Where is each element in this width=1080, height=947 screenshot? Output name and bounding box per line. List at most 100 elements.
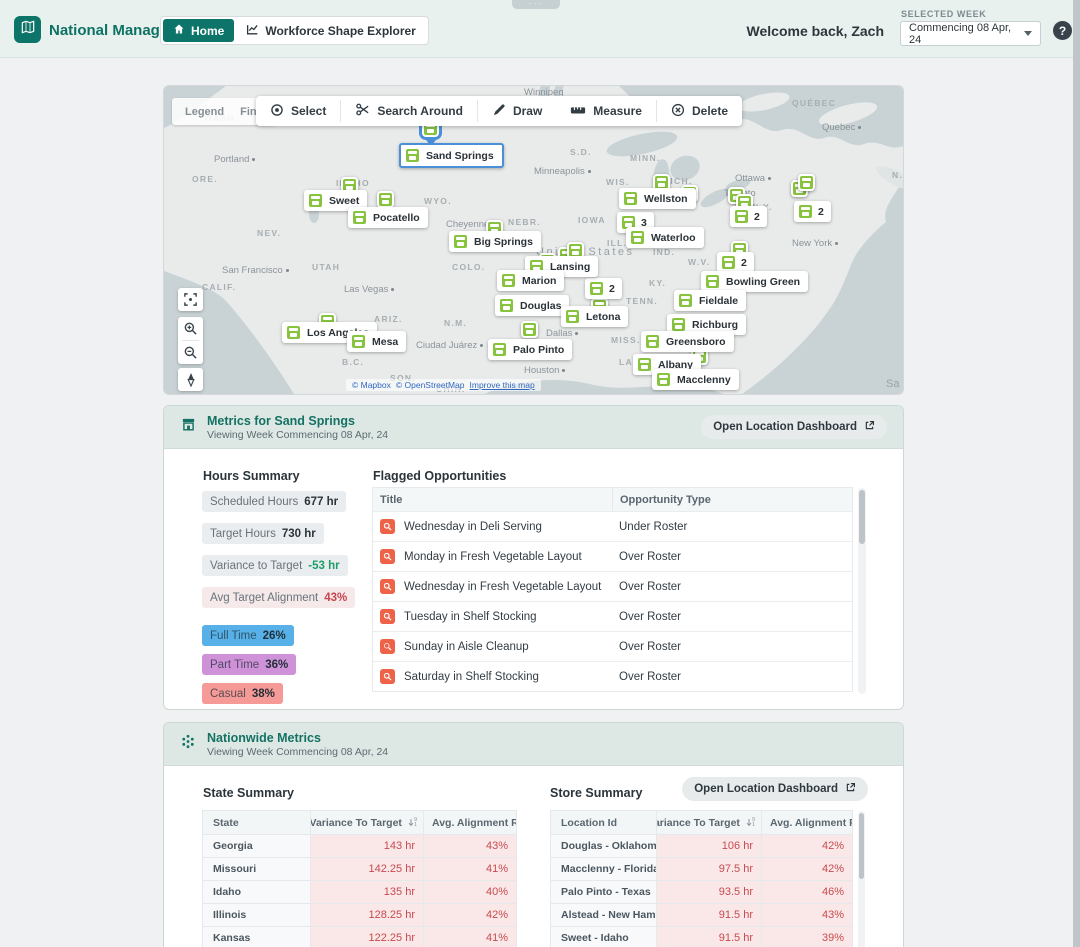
map-place-label: IND. xyxy=(653,247,676,257)
flagged-row[interactable]: Sunday in Aisle Cleanup Over Roster xyxy=(373,631,852,661)
variance-value: 122.25 hr xyxy=(310,927,423,947)
tab-workforce-shape-explorer[interactable]: Workforce Shape Explorer xyxy=(236,19,426,42)
stat-value: 730 hr xyxy=(281,527,316,540)
zoom-out-button[interactable] xyxy=(178,341,203,364)
zoom-controls xyxy=(178,317,203,364)
map-place-label: NEV. xyxy=(257,228,282,238)
select-tool-button[interactable]: Select xyxy=(256,96,340,126)
store-row[interactable]: Macclenny - Florida 97.5 hr 42% xyxy=(551,857,852,880)
open-location-dashboard-label: Open Location Dashboard xyxy=(713,421,857,433)
state-row[interactable]: Missouri 142.25 hr 41% xyxy=(203,857,516,880)
store-cluster[interactable]: 2 xyxy=(585,278,622,299)
location-metrics-header: Metrics for Sand Springs Viewing Week Co… xyxy=(164,406,903,449)
store-label: Waterloo xyxy=(651,231,696,244)
flagged-row[interactable]: Wednesday in Deli Serving Under Roster xyxy=(373,511,852,541)
map-place-label: Sa xyxy=(886,378,900,390)
flagged-row[interactable]: Tuesday in Shelf Stocking Over Roster xyxy=(373,601,852,631)
store-cluster[interactable]: 2 xyxy=(730,206,767,227)
store-row[interactable]: Sweet - Idaho 91.5 hr 39% xyxy=(551,926,852,947)
opportunity-title: Tuesday in Shelf Stocking xyxy=(404,610,537,623)
store-row[interactable]: Douglas - Oklahoma 106 hr 42% xyxy=(551,834,852,857)
compass-button[interactable] xyxy=(178,368,203,391)
store-label: Mesa xyxy=(372,335,399,348)
state-row[interactable]: Kansas 122.25 hr 41% xyxy=(203,926,516,947)
delete-tool-button[interactable]: Delete xyxy=(657,96,742,126)
store-cluster[interactable]: 2 xyxy=(717,252,754,273)
map-place-label: Las Vegas xyxy=(344,284,394,295)
store-label-chip[interactable]: Pocatello xyxy=(348,207,428,228)
store-label-chip[interactable]: Palo Pinto xyxy=(488,339,573,360)
mapbox-attribution-link[interactable]: © Mapbox xyxy=(352,380,391,390)
store-marker[interactable] xyxy=(377,191,394,208)
store-row[interactable]: Alstead - New Hamps... 91.5 hr 43% xyxy=(551,903,852,926)
main-nav: Home Workforce Shape Explorer xyxy=(160,16,429,45)
delete-tool-label: Delete xyxy=(691,104,729,118)
page-scrollbar[interactable] xyxy=(1073,0,1080,947)
map-place-label: KY. xyxy=(649,278,667,288)
store-label-chip[interactable]: Sweet xyxy=(304,190,368,211)
location-metrics-subtitle: Viewing Week Commencing 08 Apr, 24 xyxy=(207,428,389,441)
search-around-label: Search Around xyxy=(377,104,463,118)
store-label-chip[interactable]: Marion xyxy=(497,270,565,291)
store-label-chip-selected[interactable]: Sand Springs xyxy=(399,143,504,168)
map-place-label: Dallas xyxy=(546,328,578,339)
store-label-chip[interactable]: Mesa xyxy=(347,331,407,352)
draw-tool-button[interactable]: Draw xyxy=(478,96,556,126)
store-table-scrollbar[interactable] xyxy=(858,811,865,947)
opportunity-type: Over Roster xyxy=(619,640,681,653)
flagged-row[interactable]: Monday in Fresh Vegetable Layout Over Ro… xyxy=(373,541,852,571)
improve-map-link[interactable]: Improve this map xyxy=(469,380,535,390)
open-location-dashboard-button[interactable]: Open Location Dashboard xyxy=(682,777,868,801)
nationwide-metrics-header: Nationwide Metrics Viewing Week Commenci… xyxy=(164,723,903,766)
store-label-chip[interactable]: Macclenny xyxy=(652,369,739,390)
tab-home[interactable]: Home xyxy=(163,19,235,42)
fit-bounds-button[interactable] xyxy=(178,288,203,311)
store-label-chip[interactable]: Waterloo xyxy=(626,227,704,248)
store-label-chip[interactable]: Letona xyxy=(561,306,629,327)
help-button[interactable]: ? xyxy=(1053,21,1072,40)
store-marker[interactable] xyxy=(521,321,538,338)
store-label-chip[interactable]: Big Springs xyxy=(449,231,541,252)
store-marker[interactable] xyxy=(341,177,358,194)
state-row[interactable]: Idaho 135 hr 40% xyxy=(203,880,516,903)
store-label-chip[interactable]: Richburg xyxy=(667,314,747,335)
locations-map[interactable]: WASH. Portland ORE. IDAHO NEV. UTAH WYO.… xyxy=(163,85,904,395)
flagged-row[interactable]: Saturday in Shelf Stocking Over Roster xyxy=(373,661,852,691)
variance-value: 128.25 hr xyxy=(310,904,423,926)
scrollbar-thumb[interactable] xyxy=(859,813,864,879)
flagged-row[interactable]: Wednesday in Fresh Vegetable Layout Over… xyxy=(373,571,852,601)
store-label-chip[interactable]: Greensboro xyxy=(641,331,734,352)
state-name: Kansas xyxy=(203,927,310,947)
stat-value: 26% xyxy=(262,629,286,642)
state-row[interactable]: Georgia 143 hr 43% xyxy=(203,834,516,857)
store-marker[interactable] xyxy=(798,174,815,191)
store-label-chip[interactable]: Douglas xyxy=(495,295,570,316)
store-row[interactable]: Palo Pinto - Texas 93.5 hr 46% xyxy=(551,880,852,903)
store-label-chip[interactable]: Fieldale xyxy=(674,290,747,311)
opportunity-search-icon xyxy=(380,579,395,594)
measure-tool-button[interactable]: Measure xyxy=(556,96,656,126)
map-place-label: N.M. xyxy=(444,318,468,328)
browser-menu-dots[interactable]: ··· xyxy=(512,0,560,9)
store-marker-icon xyxy=(351,209,368,226)
variance-to-target-stat: Variance to Target -53 hr xyxy=(202,555,348,576)
zoom-in-button[interactable] xyxy=(178,317,203,340)
store-cluster[interactable]: 2 xyxy=(794,201,831,222)
state-row[interactable]: Illinois 128.25 hr 42% xyxy=(203,903,516,926)
open-location-dashboard-button[interactable]: Open Location Dashboard xyxy=(701,415,887,439)
store-label: Macclenny xyxy=(677,373,731,386)
store-label-chip[interactable]: Bowling Green xyxy=(701,271,809,292)
legend-button[interactable]: Legend xyxy=(185,105,225,118)
search-around-tool-button[interactable]: Search Around xyxy=(341,96,477,126)
week-select[interactable]: Commencing 08 Apr, 24 xyxy=(900,21,1041,46)
scrollbar-thumb[interactable] xyxy=(859,490,865,544)
store-label-chip[interactable]: Wellston xyxy=(619,188,696,209)
alignment-value: 43% xyxy=(423,835,516,857)
osm-attribution-link[interactable]: © OpenStreetMap xyxy=(395,380,465,390)
map-place-label: Cheyenne xyxy=(446,219,495,230)
flagged-table-scrollbar[interactable] xyxy=(858,488,866,694)
